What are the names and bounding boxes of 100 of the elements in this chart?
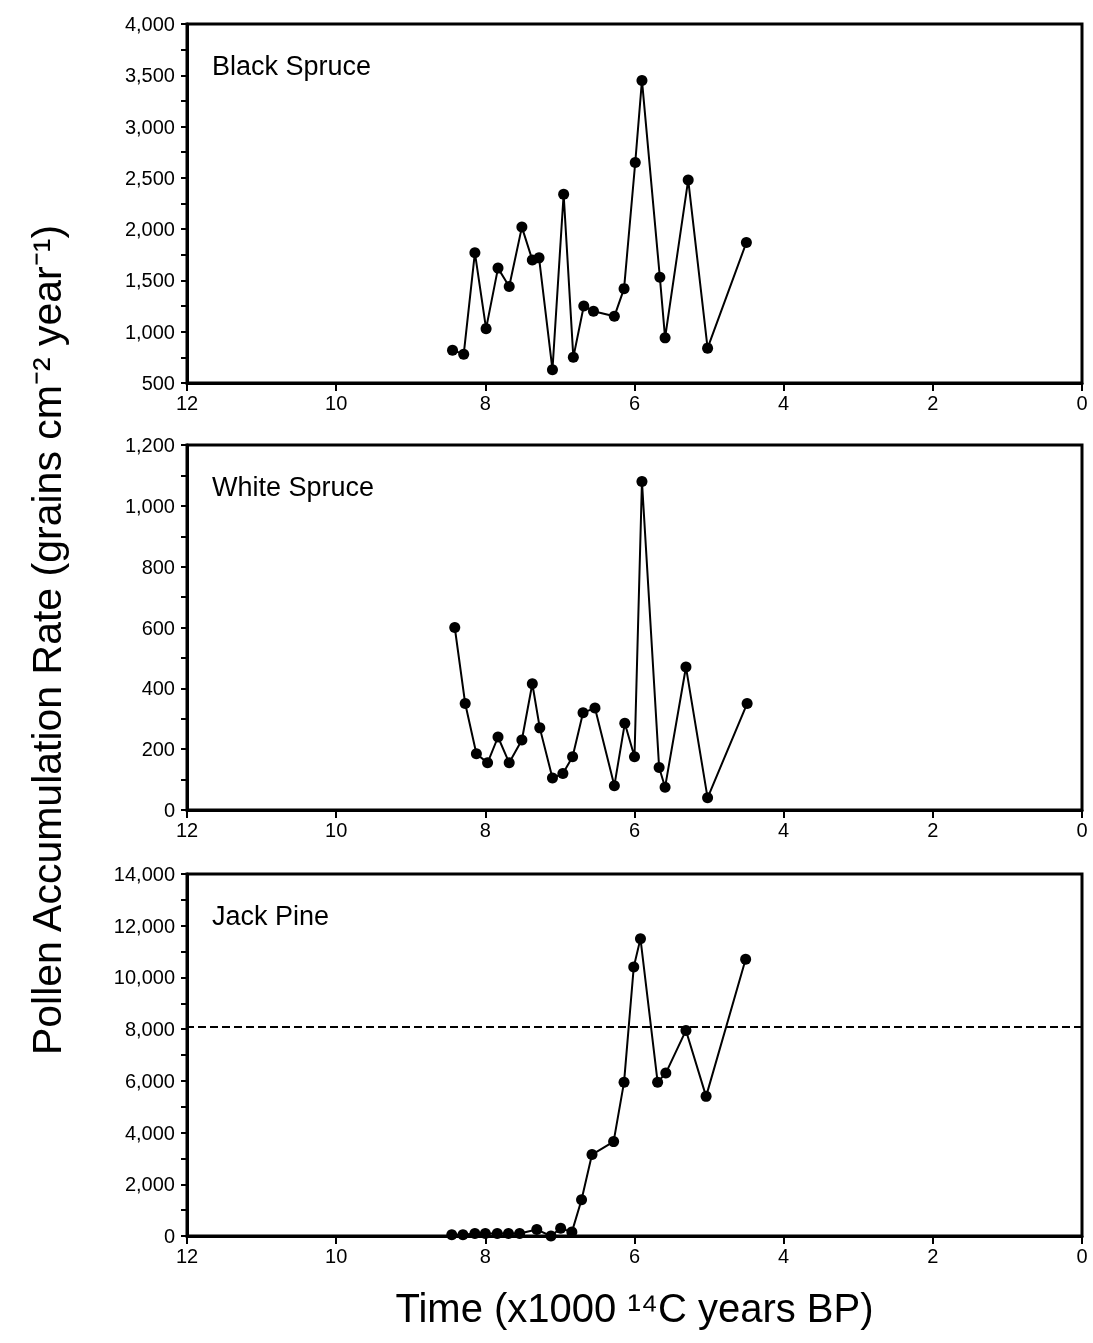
point: [457, 1229, 469, 1241]
x-tick-label: 12: [175, 1245, 199, 1267]
point: [680, 661, 692, 673]
point: [469, 1227, 481, 1239]
x-tick-label: 6: [628, 392, 641, 414]
point: [449, 622, 461, 633]
point: [608, 780, 620, 792]
point: [514, 1227, 526, 1239]
point: [589, 702, 601, 714]
point: [557, 768, 569, 779]
y-tick-label: 2,500: [124, 166, 175, 189]
point: [567, 751, 579, 763]
x-tick-label: 10: [325, 1245, 348, 1267]
point: [577, 707, 589, 719]
y-tick-label: 500: [141, 372, 175, 394]
y-tick-label: 2,000: [124, 218, 175, 241]
point: [533, 252, 545, 264]
point: [659, 332, 671, 344]
point: [459, 698, 471, 710]
point: [503, 757, 515, 769]
point: [469, 247, 481, 259]
y-tick-label: 0: [163, 1225, 175, 1247]
point: [531, 1224, 543, 1236]
point: [702, 792, 714, 804]
point: [578, 300, 590, 312]
point: [526, 678, 538, 690]
x-tick-label: 6: [628, 1245, 641, 1267]
text: Black Spruce: [212, 50, 372, 81]
point: [740, 236, 752, 248]
point: [470, 748, 482, 760]
point: [654, 271, 666, 283]
y-tick-label: 1,000: [124, 494, 175, 517]
point: [740, 953, 752, 965]
x-tick-label: 12: [175, 819, 199, 841]
point: [546, 364, 558, 376]
text: Jack Pine: [212, 900, 330, 931]
x-tick-label: 8: [479, 1245, 491, 1267]
point: [516, 734, 528, 746]
point: [479, 1227, 491, 1239]
y-axis-title: Pollen Accumulation Rate (grains cm⁻² year⁻¹): [23, 224, 71, 1056]
text: White Spruce: [212, 471, 375, 502]
point: [576, 1194, 588, 1206]
y-tick-label: 1,000: [124, 320, 175, 343]
x-tick-label: 2: [927, 392, 939, 414]
x-tick-label: 2: [927, 1245, 939, 1267]
x-tick-label: 8: [479, 819, 491, 841]
y-tick-label: 8,000: [124, 1018, 175, 1041]
point: [628, 961, 640, 973]
point: [629, 751, 640, 763]
y-tick-label: 800: [141, 555, 175, 578]
point: [608, 1136, 620, 1148]
point: [636, 476, 648, 487]
x-tick-label: 0: [1076, 819, 1088, 841]
y-tick-label: 3,500: [124, 64, 175, 87]
point: [534, 722, 546, 734]
x-tick-label: 0: [1076, 392, 1088, 414]
point: [446, 1229, 458, 1241]
point: [634, 933, 646, 945]
point: [587, 305, 599, 317]
point: [702, 342, 714, 354]
point: [555, 1222, 567, 1234]
point: [660, 1067, 672, 1079]
point: [700, 1090, 712, 1102]
point: [659, 781, 671, 793]
point: [682, 174, 694, 186]
x-tick-label: 0: [1076, 1245, 1088, 1267]
point: [545, 1230, 557, 1242]
y-tick-label: 4,000: [124, 13, 175, 35]
y-tick-label: 1,500: [124, 269, 175, 292]
point: [653, 761, 665, 773]
y-tick-label: 14,000: [113, 863, 175, 885]
point: [567, 351, 579, 363]
y-tick-label: 600: [141, 616, 175, 639]
y-tick-label: 6,000: [124, 1069, 175, 1092]
point: [516, 221, 528, 233]
point: [619, 717, 631, 729]
point: [741, 698, 753, 710]
point: [629, 156, 641, 168]
x-tick-label: 2: [927, 819, 939, 841]
x-tick-label: 4: [778, 1245, 790, 1267]
x-tick-label: 10: [325, 819, 348, 841]
x-tick-label: 10: [325, 392, 348, 414]
point: [492, 731, 504, 743]
x-tick-label: 12: [175, 392, 199, 414]
y-tick-label: 0: [163, 799, 175, 821]
point: [447, 344, 459, 356]
point: [558, 188, 570, 200]
point: [618, 283, 630, 295]
point: [586, 1149, 598, 1161]
point: [458, 348, 470, 360]
y-tick-label: 400: [141, 677, 175, 700]
y-tick-label: 1,200: [124, 434, 175, 456]
point: [608, 310, 620, 322]
point: [480, 323, 492, 335]
point: [491, 1227, 503, 1239]
point: [492, 262, 504, 274]
point: [636, 74, 648, 86]
y-tick-label: 200: [141, 738, 175, 761]
y-tick-label: 3,000: [124, 115, 175, 138]
x-tick-label: 8: [479, 392, 491, 414]
